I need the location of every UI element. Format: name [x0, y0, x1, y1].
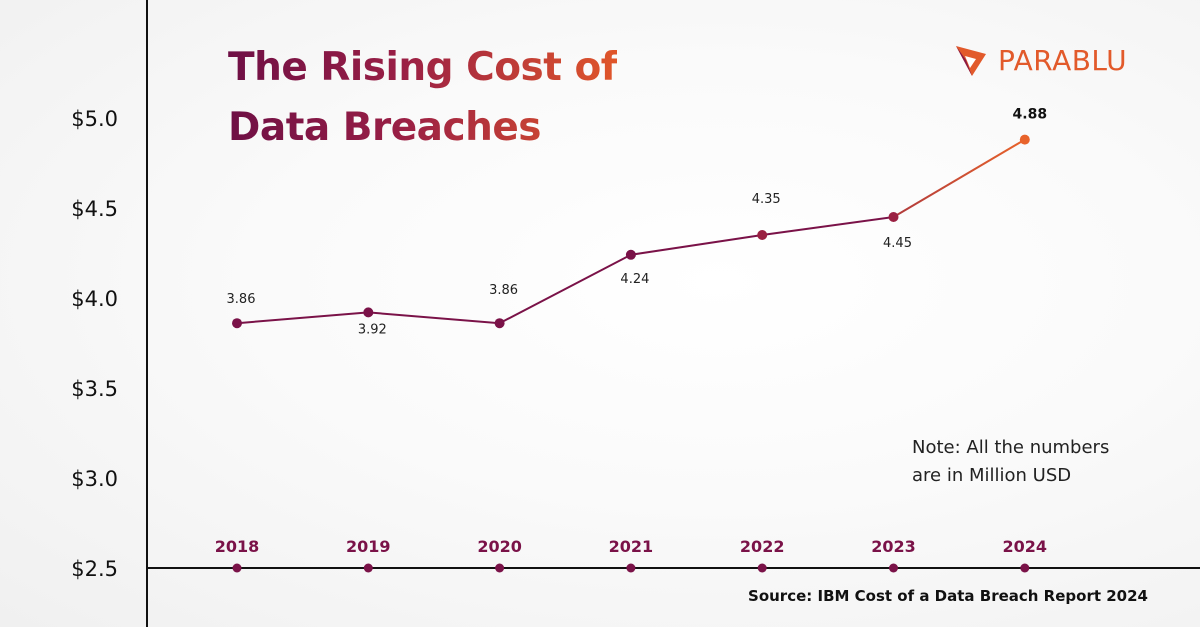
data-label: 4.35 — [752, 192, 781, 207]
parablu-logo-icon — [956, 46, 986, 76]
chart-title-line-1: The Rising Cost of — [228, 45, 618, 90]
x-tick-label: 2019 — [346, 537, 391, 556]
y-tick-label: $5.0 — [71, 107, 118, 131]
data-point — [757, 230, 768, 240]
data-label: 3.86 — [489, 283, 518, 298]
series-line: 3.86 3.92 3.86 4.24 4.35 4.45 4.88 — [227, 107, 1048, 338]
units-note-line-2: are in Million USD — [912, 465, 1072, 486]
x-tick-label: 2023 — [871, 537, 916, 556]
data-point — [625, 249, 636, 260]
y-tick-label: $3.0 — [71, 467, 118, 491]
y-tick-label: $4.0 — [71, 287, 118, 311]
x-tick-marker — [889, 563, 898, 573]
brand-name: PARABLU — [998, 43, 1128, 77]
data-point — [363, 307, 374, 318]
x-tick-label: 2021 — [609, 537, 654, 556]
data-label: 3.86 — [227, 292, 256, 307]
x-tick-marker — [757, 563, 767, 573]
data-label: 4.88 — [1013, 107, 1048, 123]
data-point — [888, 212, 899, 222]
data-label: 3.92 — [358, 322, 387, 337]
source-citation: Source: IBM Cost of a Data Breach Report… — [748, 587, 1148, 605]
x-tick-marker — [363, 563, 373, 573]
brand-logo: PARABLU — [950, 40, 1127, 80]
series-line-path — [236, 216, 894, 325]
y-tick-label: $4.5 — [71, 197, 118, 221]
x-tick-labels: 2018 2019 2020 2021 2022 2023 2024 — [215, 537, 1047, 573]
y-tick-labels: $5.0 $4.5 $4.0 $3.5 $3.0 $2.5 — [71, 107, 118, 581]
chart-title-line-2: Data Breaches — [228, 105, 542, 151]
data-point — [1019, 134, 1030, 145]
units-note-line-1: Note: All the numbers — [912, 437, 1110, 458]
data-label: 4.45 — [883, 236, 912, 251]
chart-title: The Rising Cost of Data Breaches — [228, 38, 617, 159]
x-tick-marker — [495, 563, 505, 573]
x-tick-marker — [1020, 563, 1030, 573]
series-line-latest-segment — [892, 138, 1026, 218]
y-tick-label: $3.5 — [71, 377, 118, 401]
data-label: 4.24 — [620, 272, 649, 287]
x-tick-label: 2022 — [740, 537, 785, 556]
x-tick-label: 2024 — [1003, 537, 1048, 556]
x-tick-label: 2020 — [477, 537, 522, 556]
y-tick-label: $2.5 — [71, 557, 118, 581]
units-note: Note: All the numbers are in Million USD — [912, 434, 1109, 490]
data-point — [232, 318, 242, 329]
x-tick-label: 2018 — [215, 537, 260, 556]
x-tick-marker — [232, 563, 242, 573]
x-tick-marker — [626, 563, 636, 573]
data-point — [494, 318, 505, 329]
